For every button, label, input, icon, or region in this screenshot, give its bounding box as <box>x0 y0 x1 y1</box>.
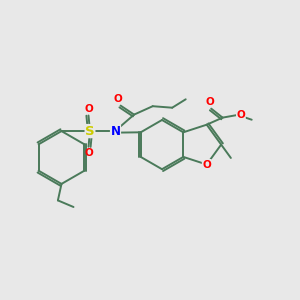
Text: O: O <box>202 160 211 170</box>
Text: N: N <box>110 124 121 138</box>
Text: O: O <box>114 94 123 104</box>
Text: S: S <box>85 124 95 138</box>
Text: O: O <box>205 97 214 107</box>
Text: O: O <box>84 148 93 158</box>
Text: O: O <box>236 110 245 120</box>
Text: O: O <box>84 104 93 114</box>
